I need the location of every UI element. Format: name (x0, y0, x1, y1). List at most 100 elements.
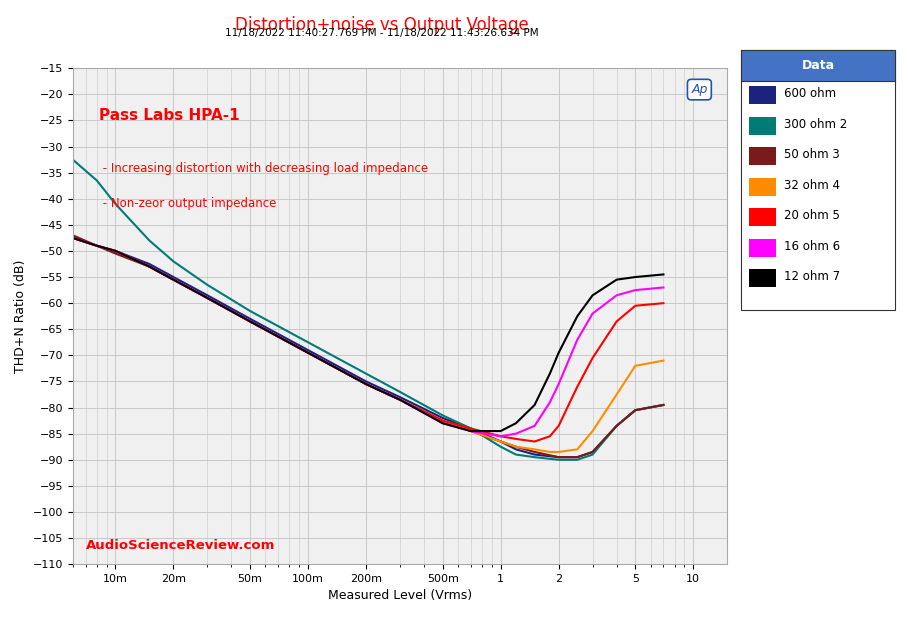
50 ohm 3 (465, 427, 476, 435)
300 ohm 2 (554, 456, 564, 464)
300 ohm 2 (465, 425, 476, 432)
16 ohm 6 (544, 399, 555, 406)
300 ohm 2 (611, 422, 622, 430)
300 ohm 2 (511, 451, 522, 458)
600 ohm (144, 260, 155, 268)
32 ohm 4 (361, 380, 372, 388)
600 ohm (303, 347, 314, 354)
16 ohm 6 (572, 336, 583, 343)
50 ohm 3 (529, 448, 540, 456)
300 ohm 2 (245, 308, 255, 315)
20 ohm 5 (611, 317, 622, 325)
12 ohm 7 (361, 380, 372, 388)
12 ohm 7 (110, 247, 121, 255)
16 ohm 6 (168, 276, 179, 283)
12 ohm 7 (168, 276, 179, 283)
300 ohm 2 (572, 456, 583, 464)
12 ohm 7 (529, 401, 540, 409)
Text: 50 ohm 3: 50 ohm 3 (784, 148, 840, 161)
20 ohm 5 (91, 242, 102, 249)
50 ohm 3 (437, 417, 448, 424)
300 ohm 2 (168, 258, 179, 265)
12 ohm 7 (658, 271, 669, 278)
600 ohm (437, 414, 448, 422)
16 ohm 6 (110, 247, 121, 255)
600 ohm (611, 422, 622, 430)
300 ohm 2 (529, 453, 540, 461)
20 ohm 5 (630, 302, 641, 309)
50 ohm 3 (110, 250, 121, 257)
32 ohm 4 (658, 357, 669, 365)
50 ohm 3 (611, 422, 622, 430)
12 ohm 7 (202, 294, 213, 302)
16 ohm 6 (202, 294, 213, 302)
X-axis label: Measured Level (Vrms): Measured Level (Vrms) (328, 590, 472, 603)
600 ohm (658, 401, 669, 409)
12 ohm 7 (395, 396, 405, 404)
20 ohm 5 (465, 425, 476, 432)
32 ohm 4 (67, 234, 78, 242)
600 ohm (202, 291, 213, 299)
32 ohm 4 (587, 427, 598, 435)
20 ohm 5 (587, 354, 598, 361)
Text: 12 ohm 7: 12 ohm 7 (784, 270, 840, 283)
600 ohm (245, 315, 255, 322)
Text: - Increasing distortion with decreasing load impedance: - Increasing distortion with decreasing … (99, 162, 428, 175)
20 ohm 5 (658, 299, 669, 307)
Text: 16 ohm 6: 16 ohm 6 (784, 240, 840, 253)
32 ohm 4 (554, 448, 564, 456)
50 ohm 3 (67, 231, 78, 239)
Text: AudioScienceReview.com: AudioScienceReview.com (85, 539, 275, 552)
32 ohm 4 (511, 443, 522, 451)
16 ohm 6 (495, 433, 506, 440)
16 ohm 6 (611, 291, 622, 299)
50 ohm 3 (395, 396, 405, 404)
16 ohm 6 (437, 420, 448, 427)
50 ohm 3 (202, 294, 213, 302)
300 ohm 2 (67, 156, 78, 163)
32 ohm 4 (465, 427, 476, 435)
20 ohm 5 (144, 263, 155, 270)
FancyBboxPatch shape (741, 50, 895, 81)
32 ohm 4 (303, 349, 314, 356)
600 ohm (554, 453, 564, 461)
32 ohm 4 (572, 446, 583, 453)
32 ohm 4 (495, 438, 506, 445)
12 ohm 7 (465, 427, 476, 435)
Bar (748, 208, 776, 226)
300 ohm 2 (495, 443, 506, 451)
32 ohm 4 (245, 317, 255, 325)
32 ohm 4 (544, 448, 555, 456)
Bar (748, 117, 776, 135)
Text: 32 ohm 4: 32 ohm 4 (784, 179, 840, 192)
600 ohm (465, 425, 476, 432)
12 ohm 7 (91, 242, 102, 249)
Line: 32 ohm 4: 32 ohm 4 (73, 238, 664, 452)
20 ohm 5 (572, 383, 583, 391)
32 ohm 4 (202, 294, 213, 302)
50 ohm 3 (554, 453, 564, 461)
Text: 300 ohm 2: 300 ohm 2 (784, 118, 847, 131)
16 ohm 6 (395, 396, 405, 404)
20 ohm 5 (67, 234, 78, 242)
20 ohm 5 (544, 433, 555, 440)
16 ohm 6 (511, 430, 522, 437)
32 ohm 4 (395, 396, 405, 404)
20 ohm 5 (554, 422, 564, 430)
32 ohm 4 (437, 417, 448, 424)
Line: 600 ohm: 600 ohm (73, 238, 664, 457)
12 ohm 7 (495, 427, 506, 435)
300 ohm 2 (437, 412, 448, 419)
600 ohm (495, 438, 506, 445)
16 ohm 6 (529, 422, 540, 430)
16 ohm 6 (144, 263, 155, 270)
12 ohm 7 (511, 420, 522, 427)
Line: 50 ohm 3: 50 ohm 3 (73, 235, 664, 457)
Bar (748, 147, 776, 166)
20 ohm 5 (529, 438, 540, 445)
12 ohm 7 (437, 420, 448, 427)
Text: Ap: Ap (691, 83, 707, 96)
600 ohm (630, 407, 641, 414)
50 ohm 3 (630, 407, 641, 414)
50 ohm 3 (495, 438, 506, 445)
